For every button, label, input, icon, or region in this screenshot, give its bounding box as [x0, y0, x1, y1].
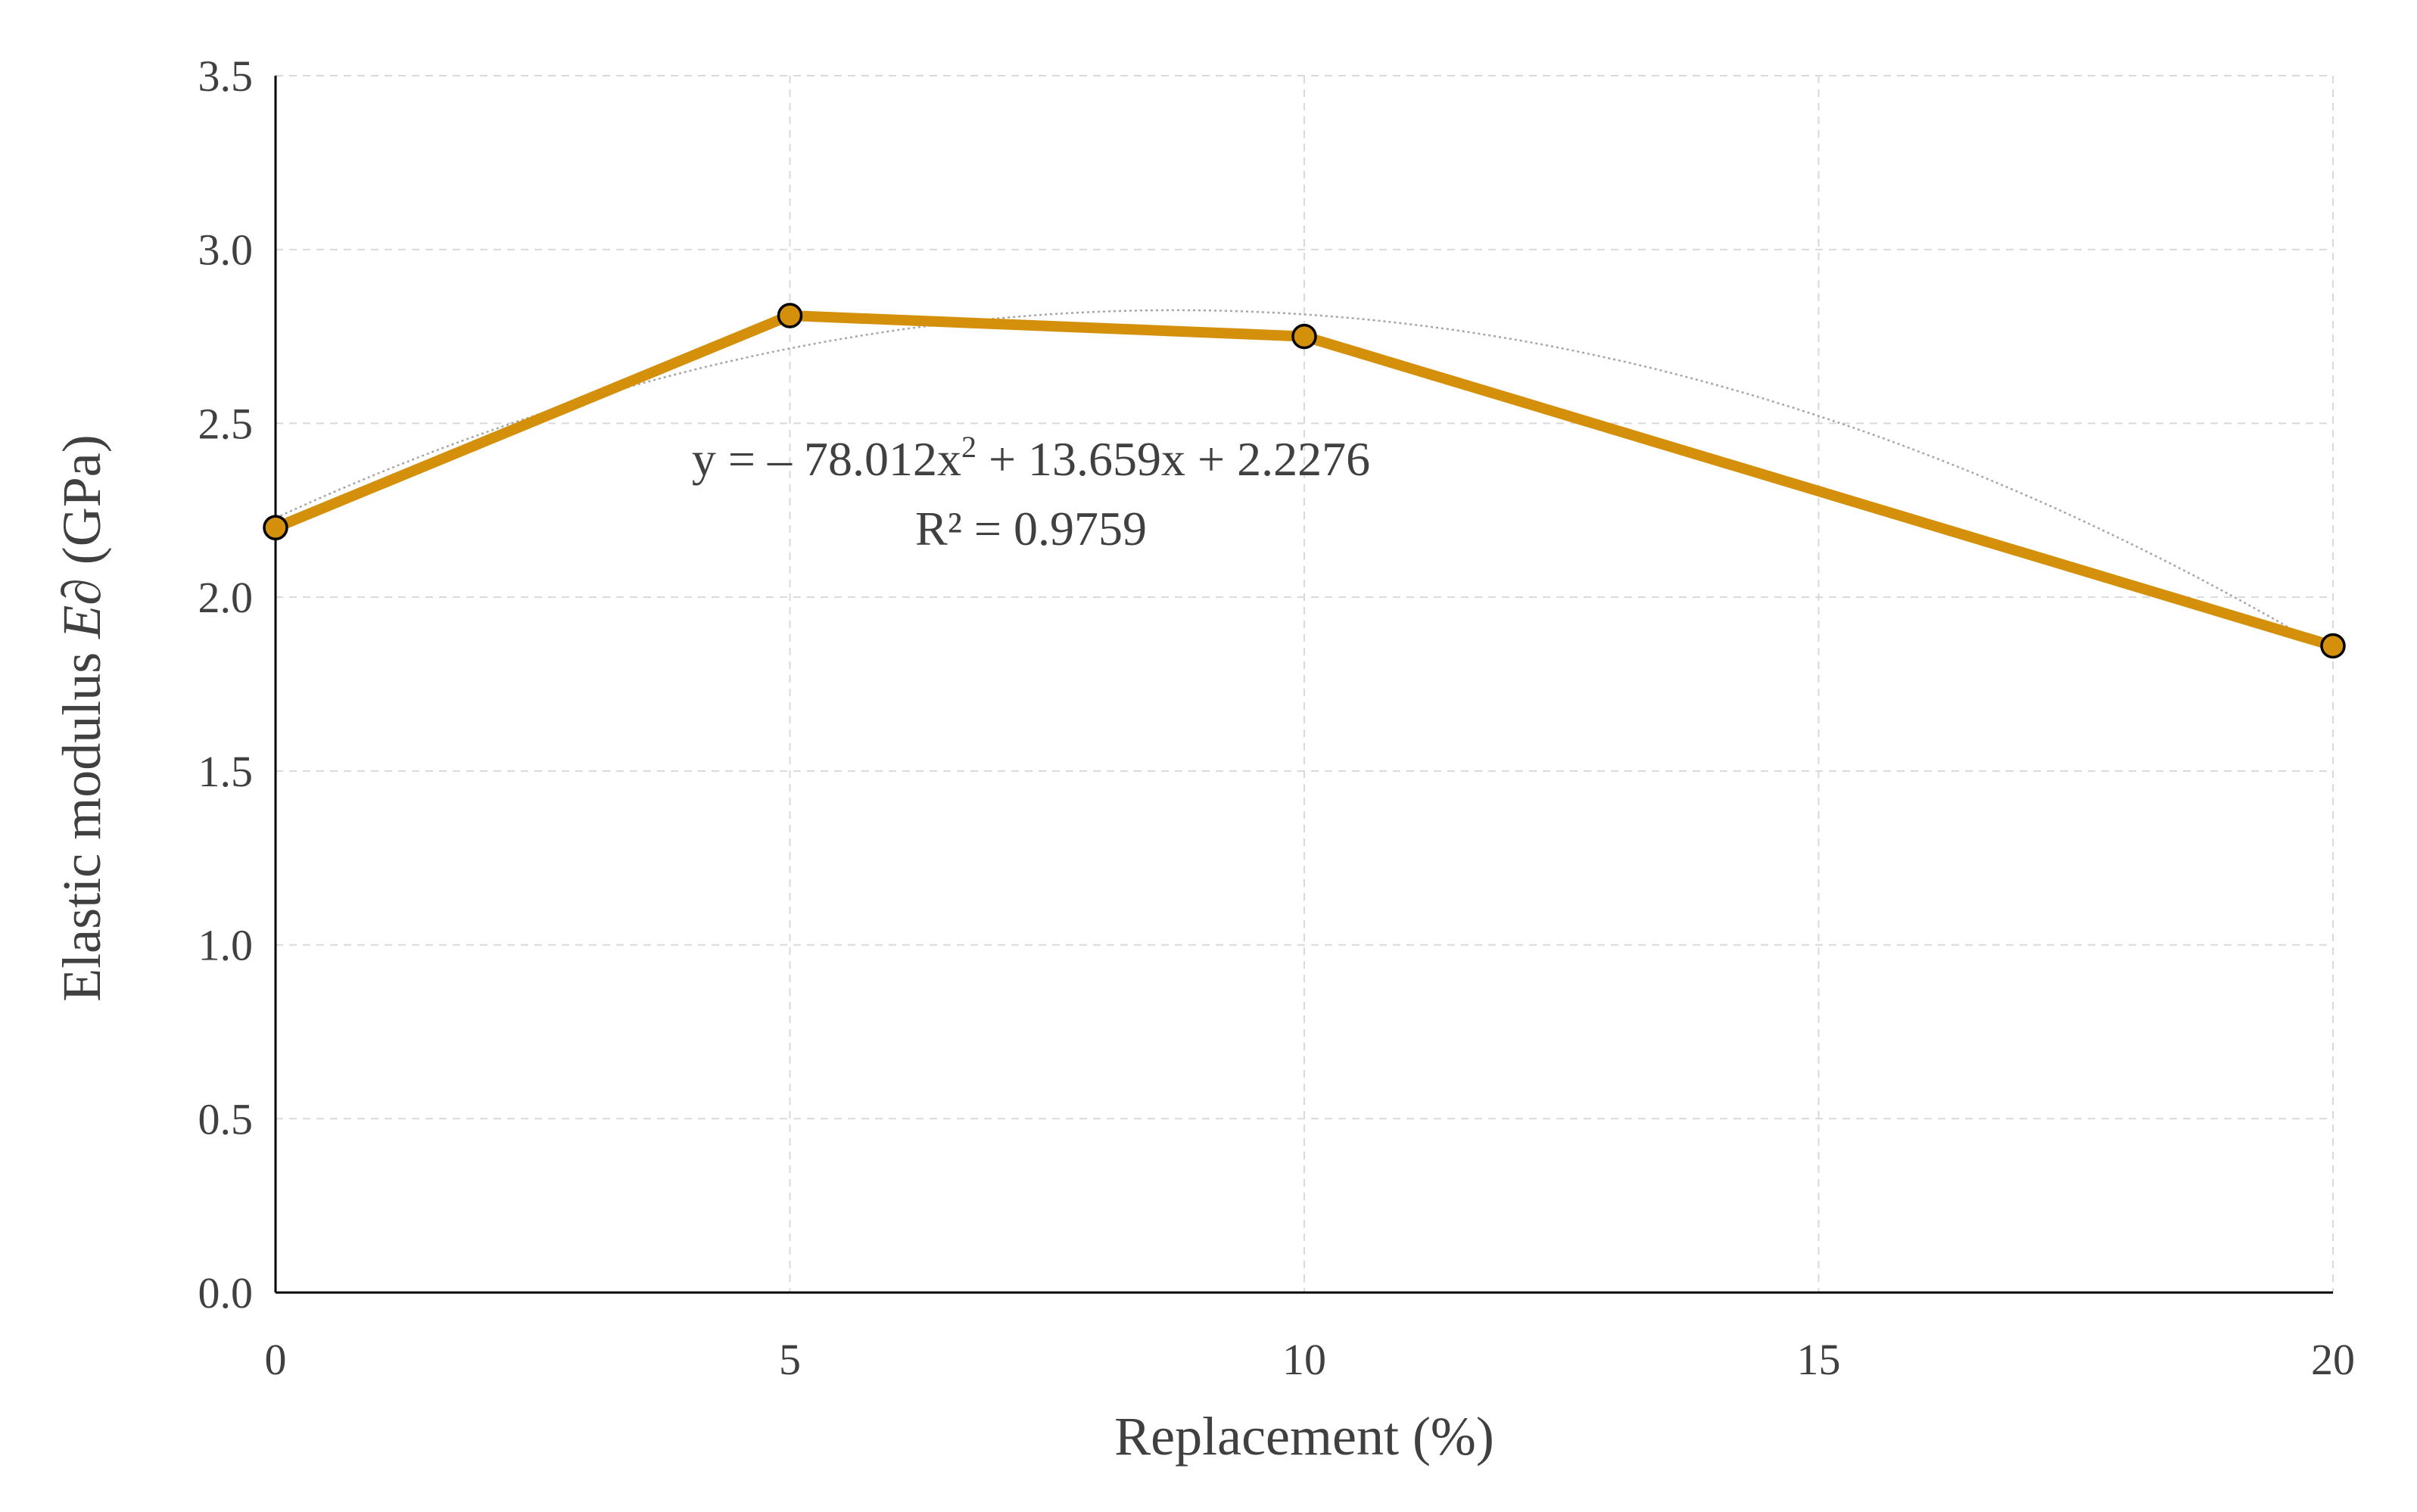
- x-tick-label: 15: [1797, 1335, 1841, 1384]
- y-tick-label: 3.0: [198, 226, 254, 275]
- x-tick-label: 20: [2311, 1335, 2355, 1384]
- x-tick-label: 5: [779, 1335, 801, 1384]
- data-point: [263, 515, 288, 541]
- y-axis-title-prefix: Elastic modulus: [51, 639, 112, 1002]
- y-tick-label: 2.0: [198, 573, 254, 622]
- series-layer: [263, 303, 2346, 659]
- y-tick-label: 0.5: [198, 1094, 254, 1143]
- data-point: [777, 303, 803, 328]
- series-line: [270, 310, 2338, 652]
- x-tick-label: 0: [265, 1335, 287, 1384]
- data-point: [2320, 633, 2346, 659]
- trendline-r-squared: R² = 0.9759: [915, 502, 1147, 555]
- axes: [274, 76, 2333, 1294]
- y-axis-title: Elastic modulus E∂ (GPa): [51, 434, 112, 1001]
- data-point: [1291, 323, 1317, 350]
- x-tick-label: 10: [1282, 1335, 1326, 1384]
- y-tick-label: 1.0: [198, 921, 254, 970]
- y-tick-label: 2.5: [198, 399, 254, 448]
- y-tick-label: 0.0: [198, 1268, 254, 1318]
- trendline-equation-exponent: 2: [961, 430, 976, 464]
- trendline-equation: y = – 78.012x2 + 13.659x + 2.2276: [692, 430, 1370, 486]
- y-axis-title-suffix: (GPa): [51, 434, 112, 578]
- y-axis-title-italic: E: [51, 605, 112, 639]
- y-axis-title-symbol: ∂: [51, 578, 112, 605]
- gridlines: [276, 75, 2334, 1293]
- y-tick-label: 1.5: [198, 747, 254, 796]
- trendline-equation-tail: + 13.659x + 2.2276: [976, 432, 1370, 486]
- trendline-equation-lead: y = – 78.012x: [692, 432, 961, 486]
- y-tick-label: 3.5: [198, 51, 254, 101]
- x-axis-title: Replacement (%): [1114, 1406, 1494, 1467]
- tick-labels: 0.0 0.5 1.0 1.5 2.0 2.5 3.0 3.5 0 5 10 15 20: [198, 51, 2356, 1384]
